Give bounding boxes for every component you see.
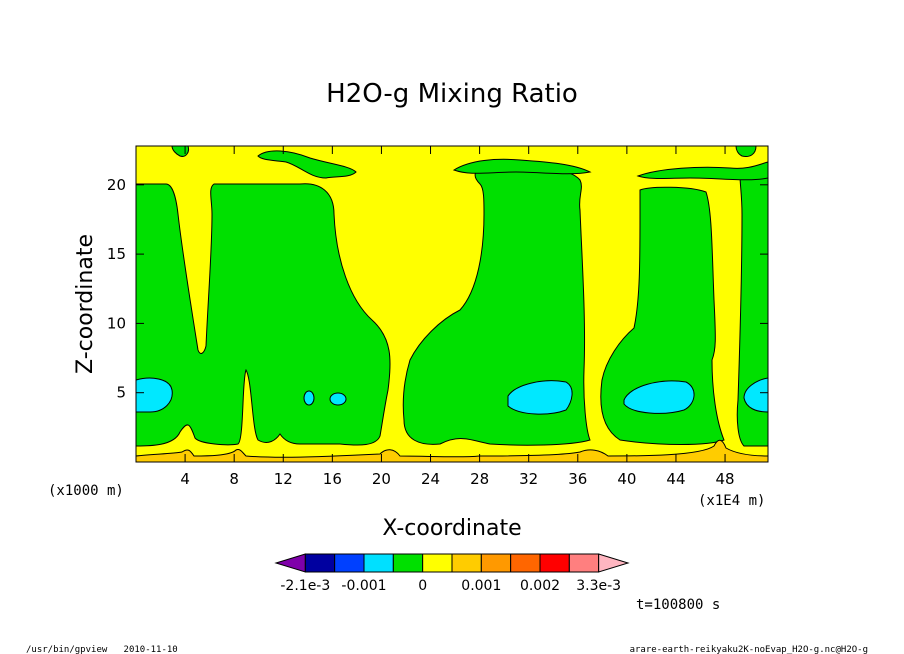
colorbar-label: 0.002 bbox=[520, 578, 560, 594]
x-tick-label: 20 bbox=[372, 470, 391, 488]
moist-column-middle bbox=[402, 166, 591, 446]
moist-column-left bbox=[136, 183, 391, 447]
moist-streak-upper-right bbox=[636, 161, 768, 181]
x-tick-label: 8 bbox=[229, 470, 239, 488]
colorbar-swatch bbox=[363, 553, 394, 573]
x-tick-label: 12 bbox=[274, 470, 293, 488]
moist-column-right bbox=[600, 186, 725, 445]
colorbar-label: 0.001 bbox=[461, 578, 501, 594]
moist-streak-upper-middle bbox=[452, 158, 592, 175]
colorbar-label: -2.1e-3 bbox=[280, 578, 330, 594]
max-blob-right bbox=[623, 380, 695, 414]
max-blob-left bbox=[136, 377, 173, 413]
x-tick-label: 44 bbox=[666, 470, 685, 488]
x-tick-label: 48 bbox=[716, 470, 735, 488]
y-tick-label: 5 bbox=[116, 384, 126, 402]
x-tick-label: 40 bbox=[617, 470, 636, 488]
chart-title: H2O-g Mixing Ratio bbox=[326, 79, 578, 109]
colorbar-label: 0 bbox=[418, 578, 427, 594]
x-tick-label: 28 bbox=[470, 470, 489, 488]
x-tick-label: 36 bbox=[568, 470, 587, 488]
y-tick-label: 10 bbox=[107, 314, 126, 332]
max-blob-small-1 bbox=[303, 390, 315, 406]
colorbar-swatch bbox=[480, 553, 512, 573]
moist-blob-top-right bbox=[735, 146, 757, 157]
colorbar-swatch bbox=[392, 553, 424, 573]
max-blob-middle bbox=[507, 380, 573, 415]
plot-frame bbox=[135, 145, 769, 463]
colorbar-swatch bbox=[568, 553, 600, 573]
y-tick-label: 15 bbox=[107, 245, 126, 263]
colorbar-labels: -2.1e-3 -0.001 0 0.001 0.002 3.3e-3 bbox=[280, 578, 621, 594]
colorbar bbox=[274, 553, 630, 573]
colorbar-swatch bbox=[510, 553, 541, 573]
colorbar-swatch bbox=[304, 553, 336, 573]
contour-field bbox=[136, 146, 768, 462]
footer-left: /usr/bin/gpview 2010-11-10 bbox=[26, 645, 178, 654]
surface-layer bbox=[136, 439, 768, 462]
footer-right: arare-earth-reikyaku2K-noEvap_H2O-g.nc@H… bbox=[630, 645, 868, 654]
colorbar-swatch bbox=[598, 553, 630, 573]
x-tick-label: 16 bbox=[323, 470, 342, 488]
max-blob-right-edge bbox=[743, 377, 768, 413]
x-axis-title: X-coordinate bbox=[382, 516, 521, 541]
max-blob-small-2 bbox=[329, 392, 347, 406]
colorbar-label: -0.001 bbox=[341, 578, 386, 594]
moist-streak-top bbox=[257, 150, 357, 179]
colorbar-swatch bbox=[539, 553, 570, 573]
y-tick-label: 20 bbox=[107, 176, 126, 194]
colorbar-swatch bbox=[274, 553, 306, 573]
colorbar-swatch bbox=[422, 553, 453, 573]
y-axis: 5 10 15 20 bbox=[107, 176, 768, 402]
x-tick-label: 24 bbox=[421, 470, 440, 488]
x-tick-label: 4 bbox=[180, 470, 190, 488]
colorbar-label: 3.3e-3 bbox=[576, 578, 621, 594]
x-axis: 4 8 12 16 20 24 28 32 36 40 44 48 bbox=[180, 146, 735, 488]
time-label: t=100800 s bbox=[636, 597, 720, 613]
colorbar-swatch bbox=[334, 553, 365, 573]
y-axis-title: Z-coordinate bbox=[73, 234, 98, 374]
x-unit-right-label: (x1E4 m) bbox=[698, 493, 765, 509]
moist-blob-top-left bbox=[171, 146, 189, 157]
x-tick-label: 32 bbox=[519, 470, 538, 488]
colorbar-swatch bbox=[451, 553, 482, 573]
x-unit-left-label: (x1000 m) bbox=[48, 483, 124, 499]
